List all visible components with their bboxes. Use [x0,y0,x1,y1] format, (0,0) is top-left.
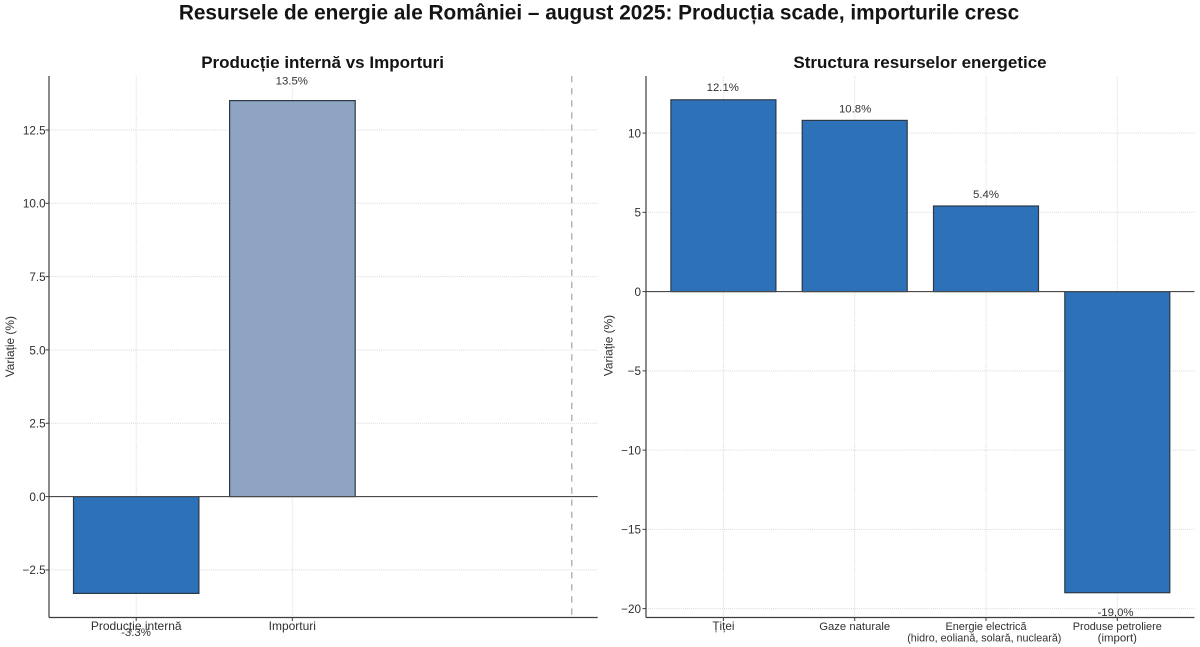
svg-text:Variație (%): Variație (%) [601,315,615,376]
svg-text:Importuri: Importuri [269,619,316,633]
svg-text:0.0: 0.0 [29,491,46,504]
svg-text:2.5: 2.5 [29,418,46,431]
svg-text:Producție internă: Producție internă [91,619,182,633]
svg-text:Produse petroliere: Produse petroliere [1073,621,1162,633]
svg-text:13.5%: 13.5% [276,75,308,87]
svg-text:Producție internă vs Importuri: Producție internă vs Importuri [201,53,444,72]
svg-text:−10: −10 [621,444,641,457]
svg-text:Structura resurselor energetic: Structura resurselor energetice [793,53,1046,72]
svg-text:10.8%: 10.8% [839,103,871,115]
svg-text:-19,0%: -19,0% [1097,607,1133,619]
svg-text:Resursele de energie ale Român: Resursele de energie ale României – augu… [179,2,1019,25]
svg-text:Țiței: Țiței [712,620,734,633]
svg-text:5.4%: 5.4% [973,189,999,201]
svg-text:−20: −20 [621,603,641,616]
svg-text:10.0: 10.0 [23,198,46,211]
svg-text:(import): (import) [1098,632,1137,644]
svg-text:5.0: 5.0 [29,344,46,357]
svg-text:12.5: 12.5 [23,124,46,137]
svg-text:Variație (%): Variație (%) [3,316,17,377]
svg-text:−5: −5 [628,365,642,378]
svg-text:10: 10 [628,127,642,140]
svg-text:5: 5 [634,207,641,220]
svg-text:7.5: 7.5 [29,271,46,284]
svg-text:−2.5: −2.5 [23,564,47,577]
svg-text:0: 0 [634,286,641,299]
svg-text:Gaze naturale: Gaze naturale [819,621,890,633]
svg-text:-3.3%: -3.3% [121,627,151,639]
svg-text:−15: −15 [621,524,641,537]
svg-text:12.1%: 12.1% [707,82,739,94]
svg-text:Energie electrică: Energie electrică [945,621,1027,633]
svg-text:(hidro, eoliană, solară, nucle: (hidro, eoliană, solară, nucleară) [907,632,1061,644]
